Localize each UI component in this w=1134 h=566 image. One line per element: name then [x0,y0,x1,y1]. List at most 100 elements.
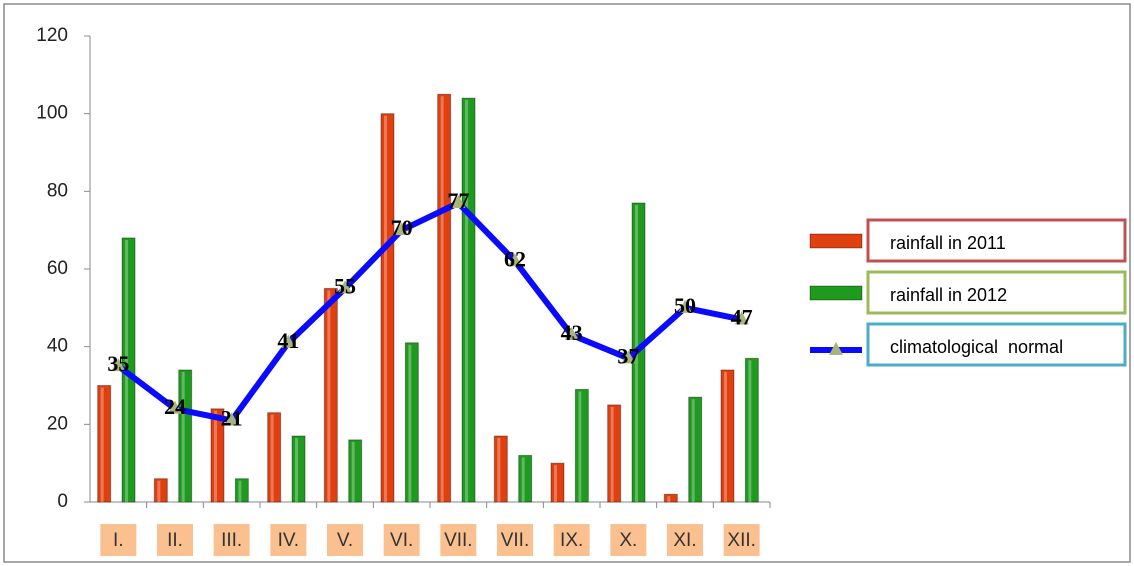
category-label-bg [553,524,590,556]
category-label-bg [497,524,533,556]
bar [153,478,168,503]
line-marker [168,400,182,414]
bar [550,462,565,503]
line-marker [338,280,352,294]
data-label: 50 [674,293,696,318]
bar-highlight [295,437,299,502]
bar [291,435,306,503]
bar [461,97,476,503]
line-marker [508,253,522,267]
line-marker [451,194,466,208]
data-label: 24 [164,394,186,419]
legend-swatch [809,285,863,301]
x-tick-label: V. [337,530,353,551]
bar-highlight [521,457,525,502]
data-label: 41 [277,328,299,353]
bar-highlight [100,387,104,502]
category-label-bg [213,524,250,556]
line-marker [111,358,126,372]
category-label-bg [440,524,477,556]
x-tick-label: II. [167,530,183,551]
bar [178,369,193,503]
bar-highlight [238,480,242,502]
bar-highlight [465,100,469,502]
y-tick-label: 20 [47,413,68,434]
bar [348,439,363,503]
bar-highlight [667,496,671,502]
line-marker [281,334,296,348]
y-tick-label: 80 [47,180,68,201]
bar-highlight [214,410,217,502]
x-tick-label: VI. [390,530,413,551]
line [116,199,743,424]
bar-highlight [440,96,444,502]
bar-highlight [327,290,331,502]
bar [404,342,419,503]
category-label-bg [667,524,703,556]
legend-label: climatological normal [890,337,1063,357]
data-label: 62 [504,246,526,271]
line-marker [564,327,579,341]
data-label: 77 [447,188,469,213]
data-label: 21 [221,405,243,430]
data-label: 55 [334,273,356,298]
line-marker [621,350,636,364]
bar [493,435,508,503]
data-label: 35 [107,351,129,376]
bar [574,388,589,503]
legend-marker [829,342,843,355]
x-tick-label: VII. [444,530,473,551]
bar-highlight [351,441,355,502]
bar [210,408,225,503]
x-tick-label: X. [619,530,637,551]
bar-highlight [181,371,185,502]
bar [267,412,282,503]
x-tick-label: VII. [501,530,530,551]
bar [744,357,759,503]
bar-highlight [610,406,614,502]
x-tick-label: XI. [673,530,696,551]
bar [720,369,735,503]
category-label-bg [157,524,193,556]
y-tick-label: 40 [47,336,68,357]
x-tick-label: I. [113,530,124,551]
line-marker [394,222,409,236]
bar [380,113,395,503]
legend-label: rainfall in 2012 [890,285,1007,305]
y-tick-label: 100 [36,103,68,124]
x-tick-label: IX. [560,530,583,551]
line-marker [678,299,692,313]
bar [663,493,678,503]
bar-highlight [724,371,727,502]
legend-box [866,218,1127,263]
line-marker [734,311,749,325]
bar-highlight [691,399,695,502]
bar-highlight [270,414,274,502]
data-label: 43 [561,320,583,345]
x-tick-label: XII. [727,530,756,551]
category-label-bg [383,524,420,556]
y-tick-label: 0 [57,491,68,512]
bar-highlight [497,437,501,502]
bar [97,385,112,503]
category-label-bg [100,524,137,556]
data-label: 70 [391,215,413,240]
category-label-bg [610,524,647,556]
data-label: 47 [731,305,753,330]
category-label-bg [723,524,760,556]
legend-box [866,270,1127,315]
bar [518,454,533,503]
bar [688,396,703,503]
category-label-bg [270,524,307,556]
bar [607,404,622,503]
bar-highlight [578,391,582,502]
bar [234,478,249,503]
bar-highlight [554,465,557,502]
data-label: 37 [617,343,639,368]
bar-highlight [384,115,387,503]
x-tick-label: III. [221,530,242,551]
legend-label: rainfall in 2011 [890,233,1006,253]
legend-box [866,322,1127,367]
bar-highlight [157,480,161,502]
